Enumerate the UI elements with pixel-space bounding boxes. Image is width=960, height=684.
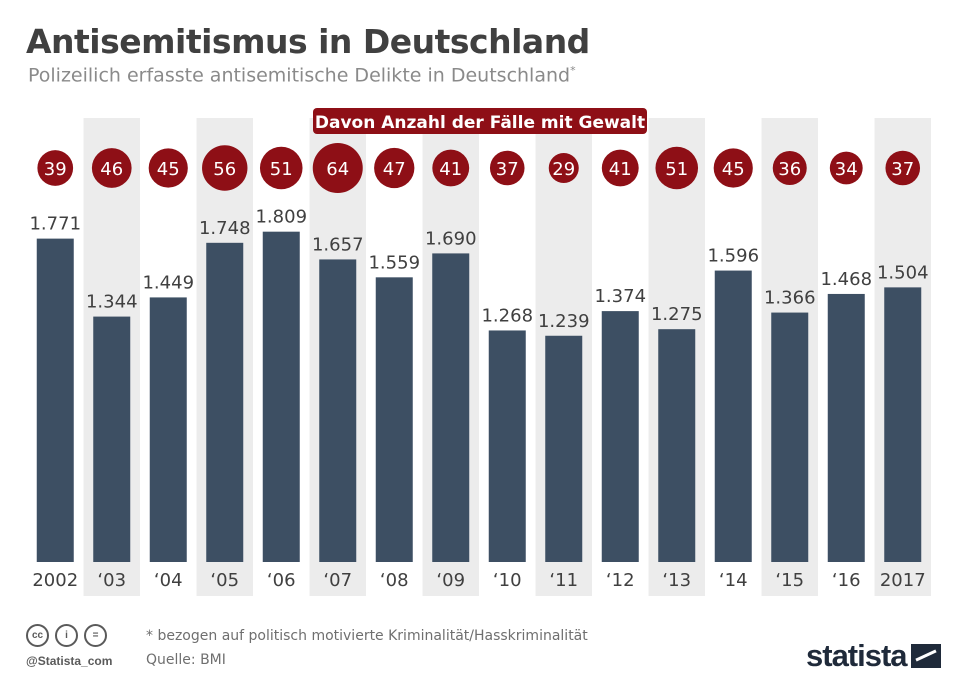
violence-label: 64 [326, 159, 349, 180]
violence-circle [829, 151, 863, 185]
bar [93, 316, 131, 562]
violence-label: 37 [496, 159, 519, 180]
violence-circle [601, 149, 639, 187]
bar [545, 335, 583, 562]
bar [432, 253, 470, 562]
x-tick-label: ‘14 [719, 570, 748, 591]
x-tick-label: ‘16 [832, 570, 861, 591]
x-tick-label: ‘09 [436, 570, 465, 591]
violence-label: 46 [100, 159, 123, 180]
violence-label: 37 [891, 159, 914, 180]
bar-value-label: 1.559 [368, 252, 420, 273]
bar-value-label: 1.690 [425, 228, 477, 249]
violence-circle [148, 148, 188, 188]
violence-circle [489, 150, 525, 186]
violence-label: 41 [609, 159, 632, 180]
x-tick-label: ‘13 [662, 570, 691, 591]
bar-value-label: 1.344 [86, 292, 138, 313]
violence-label: 45 [157, 159, 180, 180]
bar [375, 277, 413, 562]
bar-value-label: 1.504 [877, 262, 929, 283]
statista-logo-icon [910, 644, 941, 668]
bar-value-label: 1.374 [594, 286, 646, 307]
bar [601, 311, 639, 562]
violence-circle [655, 146, 699, 190]
violence-label: 51 [665, 159, 688, 180]
violence-circle [374, 147, 415, 189]
x-tick-label: ‘05 [210, 570, 239, 591]
bar [827, 293, 865, 562]
violence-circle [772, 151, 807, 185]
violence-label: 29 [552, 159, 575, 180]
subtitle-footnote-marker: * [570, 64, 576, 77]
bar [206, 242, 244, 563]
bar-value-label: 1.748 [199, 218, 251, 239]
bar-value-label: 1.275 [651, 304, 703, 325]
x-tick-label: ‘11 [549, 570, 578, 591]
violence-circle [37, 150, 74, 186]
bar [771, 312, 809, 562]
violence-circle [91, 148, 132, 188]
legend-box [313, 108, 647, 134]
x-tick-label: ‘04 [154, 570, 183, 591]
bar-value-label: 1.239 [538, 311, 590, 332]
x-tick-label: ‘03 [97, 570, 126, 591]
bar-value-label: 1.771 [29, 214, 81, 235]
cc-icon: cc [26, 624, 49, 647]
x-tick-label: ‘12 [606, 570, 635, 591]
bar [36, 238, 74, 562]
x-tick-label: 2002 [32, 570, 78, 591]
nd-icon: = [84, 624, 107, 647]
bar-value-label: 1.268 [481, 305, 533, 326]
bar [884, 287, 922, 562]
violence-circle [885, 150, 921, 186]
x-tick-label: ‘15 [775, 570, 804, 591]
legend-label: Davon Anzahl der Fälle mit Gewalt [315, 113, 645, 133]
bar-value-label: 1.596 [707, 246, 759, 267]
bar [714, 270, 752, 562]
chart-subtitle: Polizeilich erfasste antisemitische Deli… [28, 64, 576, 86]
bar [658, 329, 696, 562]
violence-circle [432, 149, 470, 187]
violence-label: 39 [44, 159, 67, 180]
violence-label: 51 [270, 159, 293, 180]
violence-label: 36 [778, 159, 801, 180]
statista-logo[interactable]: statista [806, 638, 941, 674]
violence-circle [312, 143, 363, 193]
bar-value-label: 1.449 [142, 272, 194, 293]
x-tick-label: ‘07 [323, 570, 352, 591]
violence-label: 41 [439, 159, 462, 180]
chart-title: Antisemitismus in Deutschland [26, 22, 590, 61]
violence-label: 56 [213, 159, 236, 180]
x-tick-label: 2017 [880, 570, 926, 591]
bar-value-label: 1.809 [255, 207, 307, 228]
violence-label: 34 [835, 159, 858, 180]
violence-circle [259, 146, 303, 190]
violence-label: 45 [722, 159, 745, 180]
x-tick-label: ‘08 [380, 570, 409, 591]
by-icon: i [55, 624, 78, 647]
bar-value-label: 1.657 [312, 234, 364, 255]
x-tick-label: ‘06 [267, 570, 296, 591]
violence-circle [548, 153, 579, 183]
bar [262, 231, 300, 562]
violence-circle [202, 145, 248, 191]
violence-circle [713, 148, 753, 188]
x-tick-label: ‘10 [493, 570, 522, 591]
license-icons: cc i = [26, 624, 113, 652]
bar [149, 297, 187, 562]
bar [319, 259, 357, 562]
violence-label: 47 [383, 159, 406, 180]
statista-logo-text: statista [806, 638, 908, 673]
footnote: * bezogen auf politisch motivierte Krimi… [146, 628, 588, 644]
source: Quelle: BMI [146, 652, 226, 668]
bar-value-label: 1.468 [820, 269, 872, 290]
subtitle-text: Polizeilich erfasste antisemitische Deli… [28, 64, 571, 87]
bar [488, 330, 526, 562]
statista-handle[interactable]: @Statista_com [26, 654, 113, 668]
bar-value-label: 1.366 [764, 288, 816, 309]
